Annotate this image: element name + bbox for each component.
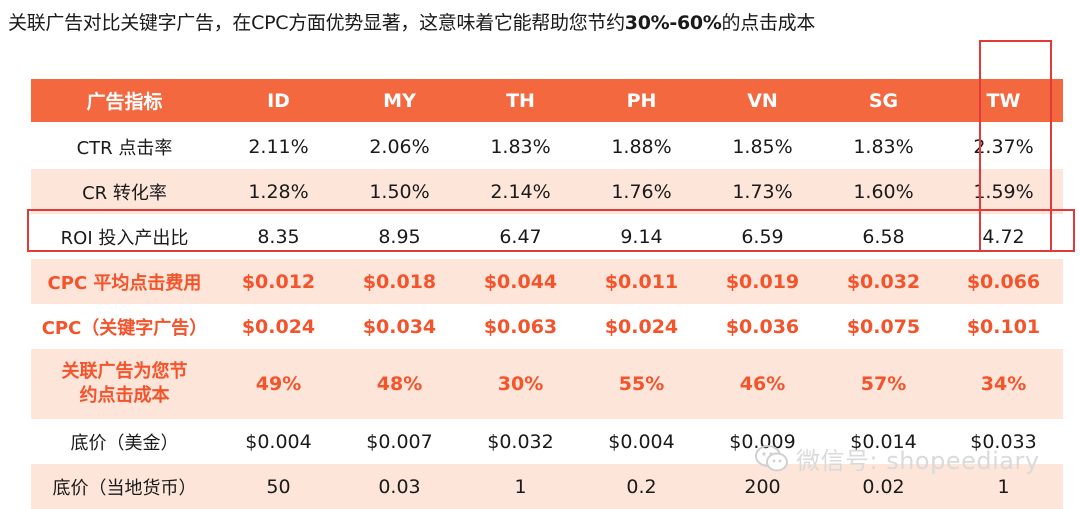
column-header: MY — [339, 79, 460, 124]
table-cell: $0.007 — [339, 419, 460, 464]
table-cell: 50 — [218, 464, 339, 509]
table-cell: 2.06% — [339, 123, 460, 169]
table-cell: 6.59 — [702, 214, 823, 259]
table-cell: 49% — [218, 349, 339, 419]
table-cell: $0.034 — [339, 304, 460, 349]
table-cell: 6.58 — [823, 214, 944, 259]
table-row-roi: ROI 投入产出比 8.35 8.95 6.47 9.14 6.59 6.58 … — [31, 214, 1063, 259]
table-cell: 2.14% — [460, 169, 581, 214]
row-label: CTR 点击率 — [31, 123, 218, 169]
table-cell: $0.024 — [581, 304, 702, 349]
table-row-cpc-avg: CPC 平均点击费用 $0.012 $0.018 $0.044 $0.011 $… — [31, 259, 1063, 304]
table-cell: 4.72 — [944, 214, 1063, 259]
table-cell: 6.47 — [460, 214, 581, 259]
table-cell: $0.032 — [823, 259, 944, 304]
table-cell: 1.85% — [702, 123, 823, 169]
table-cell: 0.03 — [339, 464, 460, 509]
table-cell: 1.88% — [581, 123, 702, 169]
column-header: TW — [944, 79, 1063, 124]
table-cell: $0.063 — [460, 304, 581, 349]
table-row-savings: 关联广告为您节约点击成本 49% 48% 30% 55% 46% 57% 34% — [31, 349, 1063, 419]
table-cell: 1.76% — [581, 169, 702, 214]
table-cell: $0.024 — [218, 304, 339, 349]
table-cell: 1.50% — [339, 169, 460, 214]
table-cell: $0.011 — [581, 259, 702, 304]
table-cell: $0.075 — [823, 304, 944, 349]
column-header: TH — [460, 79, 581, 124]
table-cell: 48% — [339, 349, 460, 419]
table-cell: 2.11% — [218, 123, 339, 169]
table-cell: $0.018 — [339, 259, 460, 304]
wechat-icon — [755, 444, 788, 471]
table-row-ctr: CTR 点击率 2.11% 2.06% 1.83% 1.88% 1.85% 1.… — [31, 123, 1063, 169]
page-heading: 关联广告对比关键字广告，在CPC方面优势显著，这意味着它能帮助您节约30%-60… — [8, 8, 815, 35]
table-cell: $0.101 — [944, 304, 1063, 349]
heading-suffix: 的点击成本 — [721, 12, 816, 34]
table-cell: $0.004 — [581, 419, 702, 464]
row-label: 关联广告为您节约点击成本 — [31, 349, 218, 419]
table-row-cr: CR 转化率 1.28% 1.50% 2.14% 1.76% 1.73% 1.6… — [31, 169, 1063, 214]
heading-highlight: 30%-60% — [624, 12, 722, 34]
table-cell: 1 — [460, 464, 581, 509]
table-cell: 200 — [702, 464, 823, 509]
table-cell: $0.036 — [702, 304, 823, 349]
table-cell: 1.59% — [944, 169, 1063, 214]
table-row-floor-local: 底价（当地货币） 50 0.03 1 0.2 200 0.02 1 — [31, 464, 1063, 509]
table-cell: $0.019 — [702, 259, 823, 304]
table-row-cpc-keyword: CPC（关键字广告） $0.024 $0.034 $0.063 $0.024 $… — [31, 304, 1063, 349]
table-cell: $0.009 — [702, 419, 823, 464]
table-header-row: 广告指标 ID MY TH PH VN SG TW — [31, 79, 1063, 124]
table-cell: 2.37% — [944, 123, 1063, 169]
table-cell: 55% — [581, 349, 702, 419]
table-cell: 1.28% — [218, 169, 339, 214]
table-cell: $0.014 — [823, 419, 944, 464]
row-label: CPC（关键字广告） — [31, 304, 218, 349]
table-cell: 57% — [823, 349, 944, 419]
table-cell: 1.83% — [460, 123, 581, 169]
column-header: ID — [218, 79, 339, 124]
wechat-watermark: 微信号: shopeediary — [754, 441, 1040, 476]
table-cell: $0.004 — [218, 419, 339, 464]
table-row-floor-usd: 底价（美金） $0.004 $0.007 $0.032 $0.004 $0.00… — [31, 419, 1063, 464]
table-cell: $0.012 — [218, 259, 339, 304]
table-cell: 1.60% — [823, 169, 944, 214]
table-cell: 30% — [460, 349, 581, 419]
table-cell: 1 — [944, 464, 1063, 509]
column-header: PH — [581, 79, 702, 124]
table-cell: 1.83% — [823, 123, 944, 169]
row-label: ROI 投入产出比 — [31, 214, 218, 259]
table-cell: 46% — [702, 349, 823, 419]
table-cell: 0.2 — [581, 464, 702, 509]
row-label: 底价（美金） — [31, 419, 218, 464]
row-label: 底价（当地货币） — [31, 464, 218, 509]
table-cell: $0.044 — [460, 259, 581, 304]
row-label: CR 转化率 — [31, 169, 218, 214]
column-header: 广告指标 — [31, 79, 218, 124]
column-header: SG — [823, 79, 944, 124]
table-cell: 8.95 — [339, 214, 460, 259]
watermark-text: 微信号: shopeediary — [796, 447, 1040, 475]
table-cell: 1.73% — [702, 169, 823, 214]
ad-metrics-table: 广告指标 ID MY TH PH VN SG TW CTR 点击率 2.11% … — [31, 79, 1063, 509]
table-cell: 34% — [944, 349, 1063, 419]
table-cell: 9.14 — [581, 214, 702, 259]
column-header: VN — [702, 79, 823, 124]
row-label: CPC 平均点击费用 — [31, 259, 218, 304]
table-cell: $0.032 — [460, 419, 581, 464]
heading-prefix: 关联广告对比关键字广告，在CPC方面优势显著，这意味着它能帮助您节约 — [8, 12, 625, 34]
table-cell: 0.02 — [823, 464, 944, 509]
table-cell: 8.35 — [218, 214, 339, 259]
table-cell: $0.033 — [944, 419, 1063, 464]
table-cell: $0.066 — [944, 259, 1063, 304]
